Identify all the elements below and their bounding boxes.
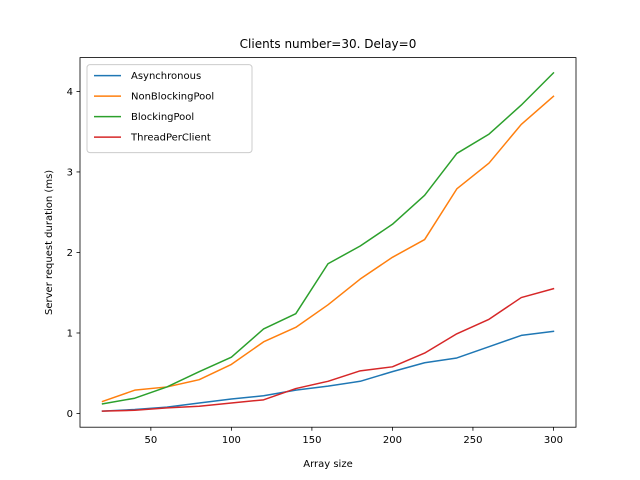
x-tick-label: 250 [463,435,482,446]
plot-area-frame [79,57,577,428]
legend-label-threadperclient: ThreadPerClient [130,133,211,144]
y-tick-label: 4 [67,87,73,98]
x-tick-label: 300 [544,435,563,446]
x-axis-label: Array size [303,459,353,470]
x-tick-label: 150 [302,435,321,446]
x-tick-label: 100 [222,435,241,446]
legend-label-asynchronous: Asynchronous [131,71,201,82]
series-line-threadperclient [101,287,555,412]
ticks-layer: 50 100 150 200 250 300 0 1 2 3 4 [67,87,563,446]
y-tick-label: 2 [67,248,73,259]
y-tick-label: 3 [67,168,73,179]
legend-label-nonblockingpool: NonBlockingPool [131,92,214,103]
series-layer [101,71,555,412]
x-tick-label: 50 [144,435,157,446]
legend-label-blockingpool: BlockingPool [131,112,194,123]
series-line-nonblockingpool [101,95,555,403]
legend-box [86,64,253,154]
y-tick-label: 1 [67,329,73,340]
y-tick-label: 0 [67,409,73,420]
chart-title: Clients number=30. Delay=0 [240,37,417,51]
y-axis-label: Server request duration (ms) [44,170,55,315]
legend: Asynchronous NonBlockingPool BlockingPool T… [86,64,253,154]
series-line-asynchronous [101,330,555,412]
series-line-blockingpool [101,71,555,405]
x-tick-label: 200 [383,435,402,446]
